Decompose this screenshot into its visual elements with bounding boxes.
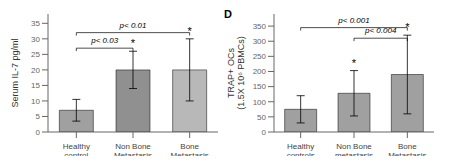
svg-text:25: 25	[31, 50, 40, 59]
svg-text:Non BoneMetastasis: Non BoneMetastasis	[114, 142, 152, 156]
svg-text:50: 50	[257, 113, 266, 122]
html-text:TRAP+ OCs (1.5X 10⁶ PBMCs): TRAP+ OCs (1.5X 10⁶ PBMCs)	[226, 36, 246, 110]
svg-text:Healthycontrol: Healthycontrol	[63, 142, 90, 156]
svg-text:20: 20	[31, 66, 40, 75]
svg-text:Non Bonemetastasis: Non Bonemetastasis	[335, 142, 373, 156]
svg-text:150: 150	[253, 82, 267, 91]
svg-text:p< 0.01: p< 0.01	[119, 21, 147, 30]
html-text:D: D	[224, 8, 232, 20]
svg-text:100: 100	[253, 98, 267, 107]
svg-text:BoneMetastasis: BoneMetastasis	[171, 142, 209, 156]
svg-text:250: 250	[253, 52, 267, 61]
svg-text:p< 0.03: p< 0.03	[90, 36, 118, 45]
svg-text:0: 0	[36, 128, 41, 137]
svg-text:15: 15	[31, 81, 40, 90]
svg-text:*: *	[352, 57, 357, 69]
svg-text:*: *	[131, 37, 136, 49]
svg-text:10: 10	[31, 97, 40, 106]
svg-text:BoneMetastasis: BoneMetastasis	[388, 142, 426, 156]
svg-text:Healthycontrols: Healthycontrols	[287, 142, 315, 156]
svg-text:0: 0	[262, 128, 267, 137]
svg-text:30: 30	[31, 35, 40, 44]
svg-text:200: 200	[253, 67, 267, 76]
svg-text:p< 0.004: p< 0.004	[364, 26, 397, 35]
svg-text:35: 35	[31, 19, 40, 28]
svg-text:*: *	[188, 25, 193, 37]
svg-text:p< 0.001: p< 0.001	[337, 16, 369, 25]
html-text:Serum IL-7 pg/ml: Serum IL-7 pg/ml	[10, 38, 20, 108]
svg-text:*: *	[405, 21, 410, 33]
svg-text:300: 300	[253, 37, 267, 46]
svg-text:5: 5	[36, 112, 41, 121]
svg-text:350: 350	[253, 22, 267, 31]
